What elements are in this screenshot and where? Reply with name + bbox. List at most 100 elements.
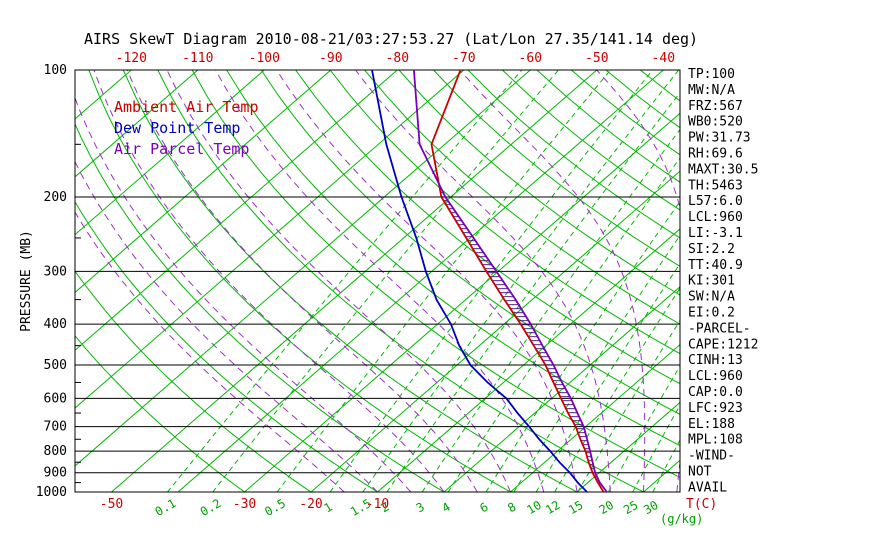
isotherm: [177, 70, 664, 492]
pressure-tick-label: 300: [44, 264, 67, 279]
profile-curves: [371, 70, 608, 492]
stats-line: KI:301: [688, 274, 735, 289]
pressure-tick-label: 500: [44, 358, 67, 373]
pressure-tick-label: 700: [44, 420, 67, 435]
stats-line: EL:188: [688, 417, 735, 432]
stats-panel: TP:100MW:N/AFRZ:567WB0:520PW:31.73RH:69.…: [688, 67, 758, 495]
moist-adiabat-lines: [75, 70, 841, 492]
isotherm: [75, 70, 398, 351]
mixing-ratio-line: [212, 70, 559, 492]
dry-adiabat: [75, 334, 245, 492]
mixing-ratio-label: 15: [566, 498, 586, 517]
stats-line: RH:69.6: [688, 147, 743, 162]
dry-adiabat: [122, 70, 578, 492]
stats-line: MW:N/A: [688, 83, 735, 98]
moist-adiabat: [75, 96, 412, 492]
stats-line: CAP:0.0: [688, 385, 743, 400]
moist-adiabat: [276, 70, 578, 492]
dry-adiabat: [75, 270, 312, 492]
isotherm: [75, 70, 465, 409]
top-temp-label: -100: [249, 51, 280, 66]
dry-adiabat: [398, 70, 680, 296]
isotherm: [510, 343, 680, 492]
dry-adiabat: [75, 200, 378, 492]
bottom-temp-label: -50: [100, 497, 123, 512]
stats-line: SI:2.2: [688, 242, 735, 257]
air-parcel-temp-curve: [413, 70, 608, 492]
mixing-ratio-label: 0.1: [153, 496, 179, 519]
mixing-ratio-line: [421, 128, 680, 492]
pressure-tick-label: 600: [44, 391, 67, 406]
mixing-ratio-line: [167, 70, 523, 492]
dry-adiabat: [433, 70, 680, 267]
pressure-lines: [74, 69, 681, 493]
dry-adiabat: [329, 70, 680, 355]
moist-adiabat: [93, 70, 445, 492]
temp-axis-unit-label: T(C): [686, 497, 717, 512]
dry-adiabat: [75, 122, 445, 492]
isotherm: [310, 170, 680, 492]
isotherm: [111, 70, 598, 492]
moist-adiabat: [75, 211, 345, 492]
mixing-ratio-line: [276, 70, 611, 492]
moist-adiabat: [743, 70, 841, 492]
isotherm: [576, 401, 680, 492]
mixing-ratio-label: 10: [524, 498, 544, 517]
moist-adiabat: [75, 160, 378, 492]
mixing-ratio-label: 0.5: [262, 496, 288, 519]
isotherm: [377, 228, 680, 492]
moist-adiabat: [126, 70, 478, 492]
mixing-ratio-label: 25: [621, 498, 641, 517]
mixing-ratio-label: 1: [321, 500, 334, 516]
dry-adiabat-lines: [75, 70, 680, 492]
top-temp-label: -50: [585, 51, 608, 66]
top-temp-label: -90: [319, 51, 342, 66]
pressure-tick-label: 400: [44, 317, 67, 332]
stats-line: LCL:960: [688, 210, 743, 225]
dry-adiabat: [157, 70, 644, 492]
top-temp-label: -60: [519, 51, 542, 66]
stats-line: EI:0.2: [688, 306, 735, 321]
moist-adiabat: [215, 70, 545, 492]
axis-labels: -120 -110 -100 -90 -80 -70 -60 -50 -40 -50 -30 -20 -…: [36, 51, 675, 519]
legend-air-parcel-temp: Air Parcel Temp: [114, 140, 249, 158]
top-temp-label: -120: [116, 51, 147, 66]
bottom-temp-label: -20: [299, 497, 322, 512]
mixing-ratio-label: 8: [505, 500, 518, 516]
dry-adiabat: [260, 70, 680, 415]
stats-line: -WIND-: [688, 449, 735, 464]
stats-line: TH:5463: [688, 178, 743, 193]
stats-line: LCL:960: [688, 369, 743, 384]
isotherm: [75, 70, 531, 467]
moist-adiabat: [355, 70, 611, 492]
pressure-tick-label: 1000: [36, 485, 67, 500]
mixing-ratio-label: 12: [543, 498, 563, 517]
isotherm: [75, 70, 265, 236]
ambient-air-temp-curve: [430, 70, 605, 492]
mixing-ratio-line: [447, 157, 680, 492]
chart-title: AIRS SkewT Diagram 2010-08-21/03:27:53.2…: [84, 30, 698, 48]
dry-adiabat: [364, 70, 680, 325]
pressure-tick-label: 200: [44, 190, 67, 205]
bottom-temp-label: -30: [233, 497, 256, 512]
stats-line: -PARCEL-: [688, 321, 751, 336]
stats-line: NOT: [688, 465, 712, 480]
moist-adiabat: [459, 70, 646, 492]
mixing-ratio-line: [386, 91, 680, 492]
dry-adiabat: [639, 70, 680, 102]
top-temp-label: -40: [652, 51, 675, 66]
plot-border: [74, 69, 681, 493]
mixing-ratio-label: 20: [597, 498, 617, 517]
isotherm: [75, 70, 199, 178]
mixing-ratio-line: [362, 70, 680, 492]
mixing-ratio-line: [485, 200, 680, 492]
top-temp-label: -110: [182, 51, 213, 66]
mixing-ratio-line: [577, 319, 680, 492]
isotherm: [643, 459, 680, 492]
mixing-ratio-line: [513, 234, 680, 492]
pressure-tick-label: 800: [44, 444, 67, 459]
pressure-axis-title: PRESSURE (MB): [19, 230, 34, 332]
top-temp-label: -70: [452, 51, 475, 66]
